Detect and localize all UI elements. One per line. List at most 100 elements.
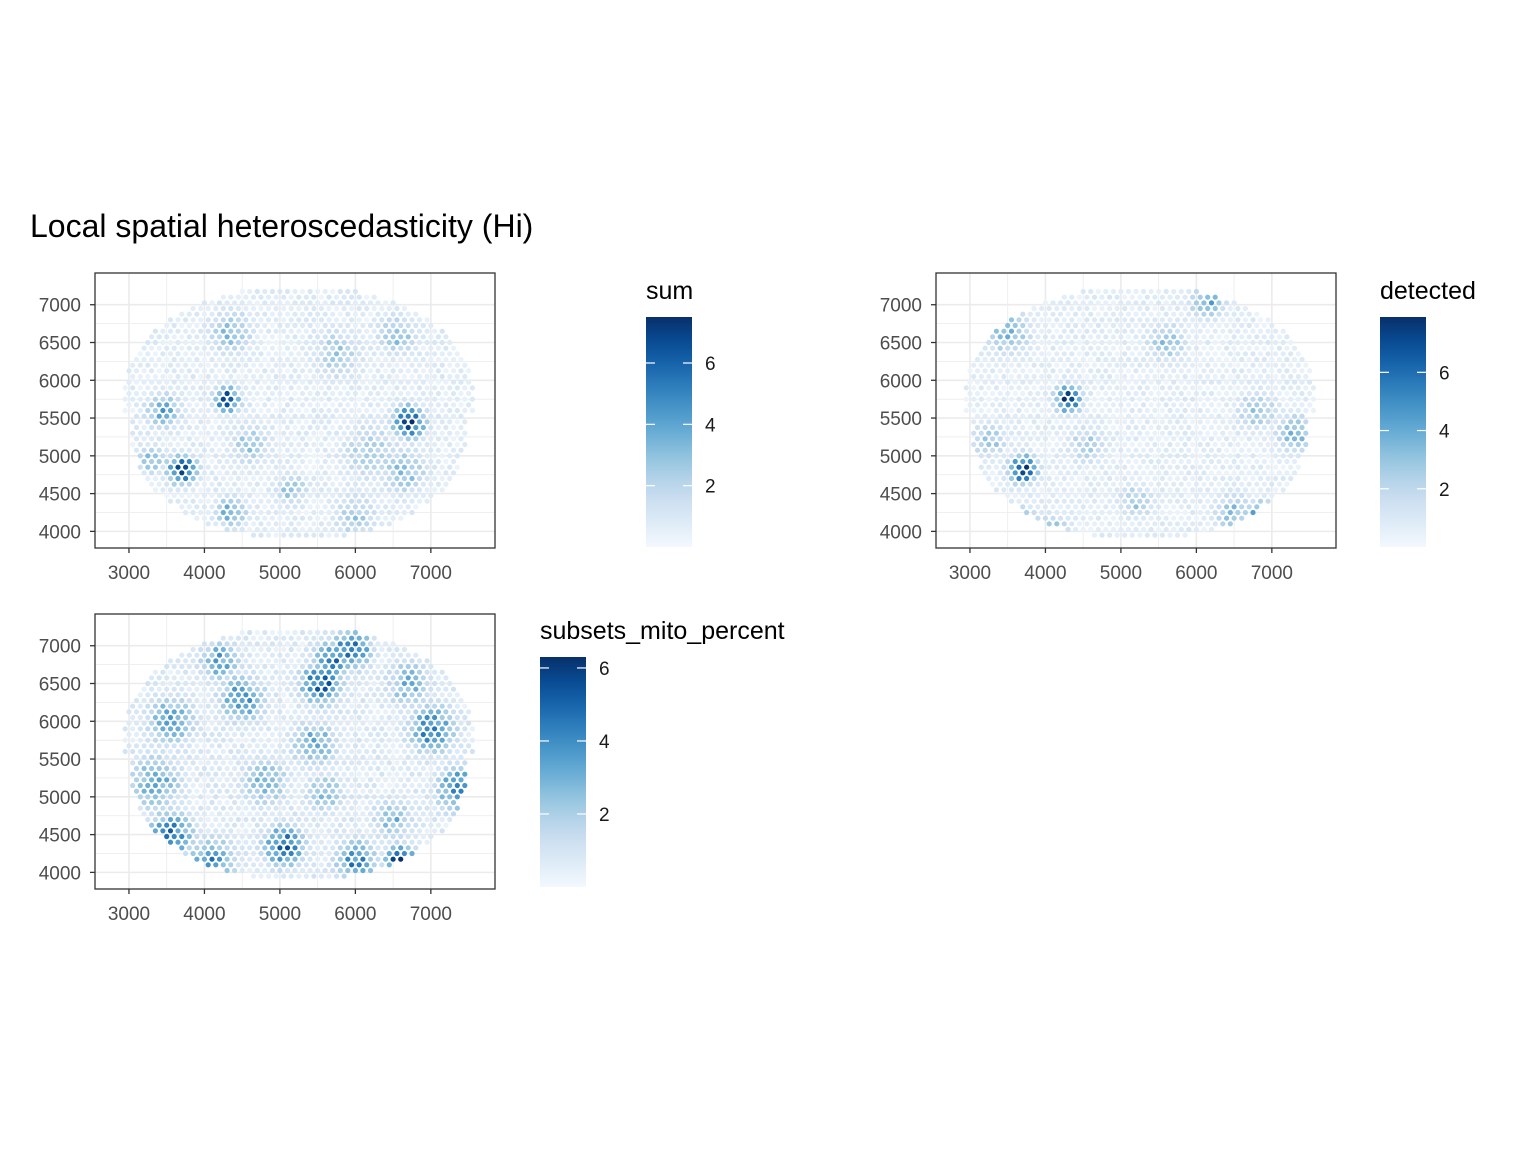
spot-point xyxy=(1186,526,1192,533)
spot-point xyxy=(145,362,151,368)
spot-point xyxy=(190,317,196,323)
spot-point xyxy=(273,419,279,425)
spot-point xyxy=(386,714,392,721)
spot-point xyxy=(1099,498,1105,504)
spot-point xyxy=(156,402,162,408)
spot-point xyxy=(1208,458,1215,465)
spot-point xyxy=(428,334,434,340)
spot-point xyxy=(405,458,411,465)
spot-point xyxy=(175,441,181,448)
spot-point xyxy=(145,464,151,470)
spot-point xyxy=(322,492,328,499)
spot-point xyxy=(337,356,343,363)
spot-point xyxy=(179,379,185,385)
spot-point xyxy=(209,799,215,806)
spot-point xyxy=(232,413,238,419)
spot-point xyxy=(1171,447,1177,453)
spot-point xyxy=(213,328,219,334)
spot-point xyxy=(247,300,253,306)
spot-point xyxy=(228,475,234,482)
spot-point xyxy=(224,402,230,408)
spot-point xyxy=(1020,413,1026,419)
spot-point xyxy=(288,669,294,675)
spot-point xyxy=(409,475,415,482)
spot-point xyxy=(432,805,438,811)
spot-point xyxy=(1088,311,1094,317)
spot-point xyxy=(1008,419,1015,425)
spot-point xyxy=(160,816,166,823)
spot-point xyxy=(371,839,377,845)
spot-point xyxy=(356,726,362,732)
spot-point xyxy=(1257,396,1264,402)
spot-point xyxy=(254,731,260,738)
spot-point xyxy=(303,873,309,879)
spot-point xyxy=(243,407,249,414)
spot-point xyxy=(1265,475,1271,482)
spot-point xyxy=(367,856,374,862)
spot-point xyxy=(201,799,207,806)
spot-point xyxy=(439,430,445,436)
spot-point xyxy=(1273,430,1279,436)
spot-point xyxy=(345,686,351,692)
spot-point xyxy=(1042,368,1048,374)
spot-point xyxy=(1242,419,1248,425)
spot-point xyxy=(432,385,438,391)
spot-point xyxy=(152,339,158,346)
spot-point xyxy=(1224,515,1230,521)
spot-point xyxy=(239,765,245,772)
spot-point xyxy=(1156,458,1162,465)
spot-point xyxy=(424,771,430,777)
spot-point xyxy=(1088,402,1094,408)
spot-point xyxy=(1095,481,1101,487)
spot-point xyxy=(1140,458,1147,465)
spot-point xyxy=(228,441,234,448)
spot-point xyxy=(341,373,347,380)
spot-point xyxy=(971,407,977,414)
spot-point xyxy=(190,805,196,811)
spot-point xyxy=(1042,424,1048,431)
spot-point xyxy=(986,407,992,414)
spot-point xyxy=(443,686,449,692)
spot-point xyxy=(1001,373,1007,380)
spot-point xyxy=(1174,453,1181,459)
spot-point xyxy=(443,697,449,704)
spot-point xyxy=(1280,464,1286,470)
spot-point xyxy=(454,760,460,766)
spot-point xyxy=(171,811,177,817)
spot-point xyxy=(239,754,245,760)
spot-point xyxy=(1284,334,1290,340)
spot-point xyxy=(273,453,279,459)
spot-point xyxy=(318,714,324,721)
spot-point xyxy=(413,311,419,317)
spot-point xyxy=(235,669,241,675)
spot-point xyxy=(337,504,343,510)
spot-point xyxy=(179,731,185,738)
spot-point xyxy=(1012,424,1018,431)
spot-point xyxy=(281,396,287,402)
spot-point xyxy=(1095,322,1101,329)
spot-point xyxy=(1039,328,1045,334)
spot-point xyxy=(345,697,351,704)
spot-point xyxy=(220,521,226,527)
spot-point xyxy=(337,833,343,840)
spot-point xyxy=(201,368,207,374)
spot-point xyxy=(190,305,196,312)
spot-point xyxy=(1163,345,1169,351)
spot-point xyxy=(198,771,204,777)
spot-point xyxy=(1137,317,1143,323)
spot-point xyxy=(379,794,385,800)
spot-point xyxy=(1084,351,1090,357)
spot-point xyxy=(213,453,219,459)
spot-point xyxy=(152,805,158,811)
spot-point xyxy=(273,714,279,721)
spot-point xyxy=(1125,447,1132,453)
spot-point xyxy=(1205,407,1211,414)
spot-point xyxy=(307,777,313,783)
spot-point xyxy=(232,311,238,317)
spot-point xyxy=(1073,504,1079,510)
spot-point xyxy=(273,782,279,789)
spot-point xyxy=(1201,334,1207,340)
spot-point xyxy=(450,788,457,794)
spot-point xyxy=(284,515,291,521)
spot-point xyxy=(1046,487,1052,493)
